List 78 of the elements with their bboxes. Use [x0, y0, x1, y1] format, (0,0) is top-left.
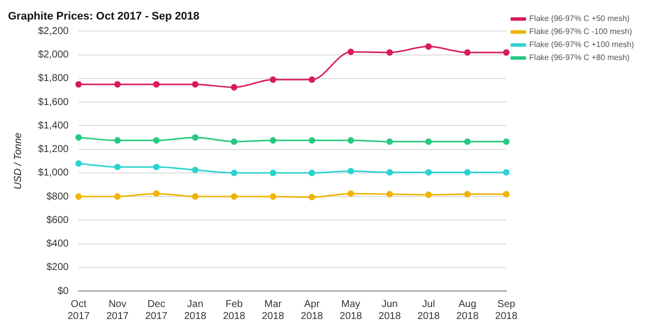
y-tick-label: $1,800: [38, 73, 70, 84]
point: [464, 169, 471, 176]
point: [114, 164, 121, 170]
point: [114, 81, 121, 88]
point: [308, 194, 316, 200]
x-tick-label: Jun 2018: [378, 298, 402, 322]
point: [114, 193, 121, 200]
x-tick-label: May 2018: [340, 298, 362, 322]
point: [308, 170, 316, 176]
point: [386, 138, 393, 145]
point: [153, 81, 160, 88]
point: [114, 137, 121, 144]
x-tick-label: Dec 2017: [145, 298, 168, 322]
point: [230, 84, 238, 91]
point: [348, 168, 354, 174]
point: [464, 49, 471, 56]
y-tick-label: $800: [46, 191, 70, 202]
point: [425, 138, 432, 145]
x-tick-label: Apr 2018: [300, 298, 324, 322]
point: [192, 193, 198, 200]
point: [308, 137, 316, 144]
point: [348, 137, 354, 144]
point: [192, 81, 198, 88]
point: [75, 81, 82, 88]
legend-label: Flake (96-97% C +80 mesh): [529, 53, 630, 62]
point: [75, 193, 82, 200]
point: [386, 190, 393, 198]
y-tick-label: $2,000: [38, 50, 70, 61]
legend-label: Flake (96-97% C +50 mesh): [529, 14, 630, 24]
point: [230, 170, 238, 176]
y-tick-label: $600: [46, 214, 70, 226]
point: [270, 76, 276, 83]
point: [270, 170, 276, 176]
point: [75, 134, 82, 141]
point: [503, 138, 510, 145]
point: [386, 169, 393, 176]
x-tick-label: Jan 2018: [184, 298, 207, 322]
point: [348, 48, 354, 56]
point: [270, 137, 276, 144]
point: [270, 193, 276, 200]
x-tick-label: Feb 2018: [222, 298, 246, 322]
point: [464, 138, 471, 145]
point: [153, 137, 160, 144]
point: [425, 169, 432, 176]
legend-label: Flake (96-97% C -100 mesh): [529, 27, 632, 36]
y-axis-title: USD / Tonne: [12, 132, 24, 190]
point: [425, 192, 432, 198]
point: [348, 190, 354, 197]
x-tick-label: Jul 2018: [417, 298, 440, 322]
point: [153, 164, 160, 170]
y-tick-label: $2,200: [38, 26, 70, 37]
y-tick-label: $1,400: [38, 120, 70, 132]
point: [503, 190, 510, 198]
x-tick-label: Nov 2017: [106, 298, 130, 322]
point: [386, 49, 393, 56]
y-tick-label: $1,200: [38, 144, 70, 156]
point: [425, 43, 432, 50]
y-tick-label: $1,000: [38, 168, 70, 179]
y-tick-label: $400: [46, 238, 70, 250]
point: [230, 138, 238, 145]
point: [192, 134, 198, 141]
point: [503, 169, 510, 176]
point: [230, 193, 238, 200]
point: [153, 190, 160, 197]
x-tick-label: Mar 2018: [262, 298, 285, 322]
point: [75, 160, 82, 167]
point: [192, 166, 198, 174]
x-tick-label: Oct 2017: [67, 298, 90, 322]
x-tick-label: Sep 2018: [495, 298, 518, 322]
y-tick-label: $0: [57, 286, 70, 297]
point: [503, 49, 510, 56]
point: [464, 190, 471, 198]
legend-label: Flake (96-97% C +100 mesh): [529, 40, 634, 50]
y-tick-label: $200: [46, 262, 70, 274]
chart-title: Graphite Prices: Oct 2017 - Sep 2018: [8, 10, 200, 23]
x-tick-label: Aug 2018: [456, 298, 479, 322]
point: [308, 76, 316, 83]
y-tick-label: $1,600: [38, 96, 70, 108]
